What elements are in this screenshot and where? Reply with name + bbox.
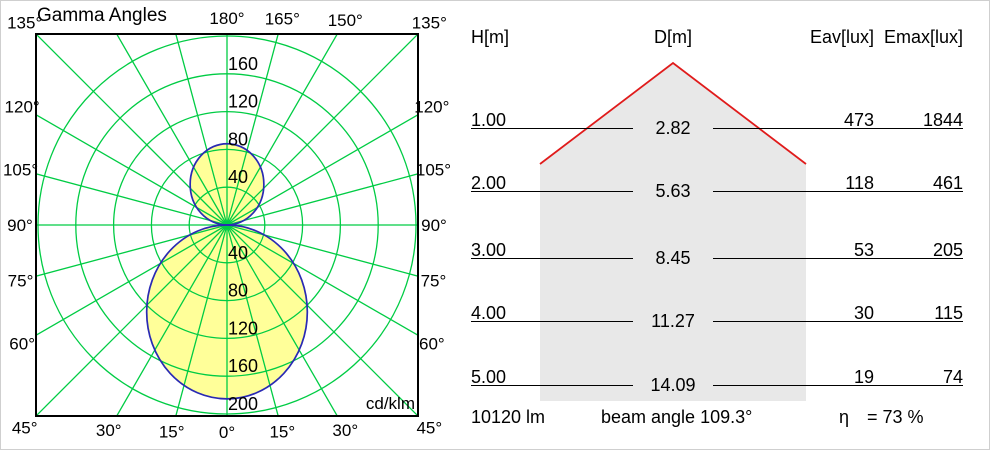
angle-label: 150° <box>328 11 363 30</box>
unit-label: cd/klm <box>365 394 415 413</box>
angle-label: 60° <box>419 334 445 353</box>
ring-label: 80 <box>228 129 248 149</box>
d-value: 2.82 <box>655 118 691 138</box>
col-header-h: H[m] <box>471 27 509 47</box>
emax-value: 205 <box>932 240 963 260</box>
angle-label: 90° <box>421 216 447 235</box>
angle-label: 75° <box>421 271 447 290</box>
col-header-eav: Eav[lux] <box>809 27 874 47</box>
row-line <box>713 128 963 129</box>
ring-label: 120 <box>228 318 258 338</box>
h-value: 3.00 <box>471 240 507 260</box>
angle-label: 45° <box>416 418 442 437</box>
row-line <box>471 321 633 322</box>
angle-label: 30° <box>96 421 122 440</box>
eta-value: = 73 % <box>867 407 924 427</box>
eav-value: 53 <box>853 240 874 260</box>
ring-label: 80 <box>228 281 248 301</box>
h-value: 2.00 <box>471 173 507 193</box>
d-value: 14.09 <box>650 375 696 395</box>
angle-label: 30° <box>332 421 358 440</box>
chart-border <box>35 33 419 417</box>
beam-cone <box>539 61 807 401</box>
h-value: 5.00 <box>471 367 507 387</box>
ring-label: 40 <box>228 243 248 263</box>
polar-plot: 40 80 120 160 40 80 120 160 200 0° 15° 15° 30° 30° 45°… <box>3 9 451 442</box>
angle-label: 135° <box>7 14 42 33</box>
row-line <box>471 385 633 386</box>
angle-label: 45° <box>12 418 38 437</box>
angle-label: 90° <box>7 216 33 235</box>
angle-label: 105° <box>3 161 38 180</box>
ring-label: 200 <box>228 394 258 414</box>
d-value: 11.27 <box>651 311 695 331</box>
angle-label: 120° <box>5 98 40 117</box>
emax-value: 74 <box>942 367 963 387</box>
d-value: 5.63 <box>655 181 691 201</box>
d-value: 8.45 <box>655 248 691 268</box>
intensity-curve-lower <box>145 224 309 400</box>
angle-label: 15° <box>269 422 295 441</box>
angle-label: 165° <box>265 10 300 29</box>
beam-angle-label: beam angle 109.3° <box>601 407 753 427</box>
ring-label: 40 <box>228 167 248 187</box>
row-line <box>713 191 963 192</box>
angle-label: 120° <box>414 98 449 117</box>
beam-cone-edges <box>539 61 807 165</box>
angle-label: 15° <box>159 422 185 441</box>
polar-grid <box>36 34 418 416</box>
angle-label: 135° <box>412 14 447 33</box>
angle-label: 105° <box>416 161 451 180</box>
ring-label: 160 <box>228 54 258 74</box>
eav-value: 118 <box>845 173 874 193</box>
h-value: 4.00 <box>471 303 507 323</box>
ring-label: 120 <box>228 92 258 112</box>
chart-title: Gamma Angles <box>37 5 167 26</box>
luminous-flux-label: 10120 lm <box>471 407 546 427</box>
emax-value: 115 <box>934 303 963 323</box>
row-line <box>713 385 963 386</box>
eav-value: 30 <box>853 303 874 323</box>
eav-value: 19 <box>853 367 874 387</box>
row-line <box>713 258 963 259</box>
eav-value: 473 <box>843 110 874 130</box>
angle-label: 60° <box>9 334 35 353</box>
beam-cone-area <box>540 63 806 401</box>
row-line <box>471 191 633 192</box>
h-value: 1.00 <box>471 110 507 130</box>
row-line <box>471 258 633 259</box>
ring-label: 160 <box>228 356 258 376</box>
row-line <box>471 128 633 129</box>
angle-label: 75° <box>8 271 34 290</box>
angle-label: 0° <box>219 423 235 442</box>
col-header-emax: Emax[lux] <box>883 27 963 47</box>
angle-label: 180° <box>209 9 244 28</box>
emax-value: 461 <box>932 173 963 193</box>
eta-symbol: η <box>839 407 850 427</box>
col-header-d: D[m] <box>654 27 692 47</box>
row-line <box>713 321 963 322</box>
emax-value: 1844 <box>922 110 963 130</box>
